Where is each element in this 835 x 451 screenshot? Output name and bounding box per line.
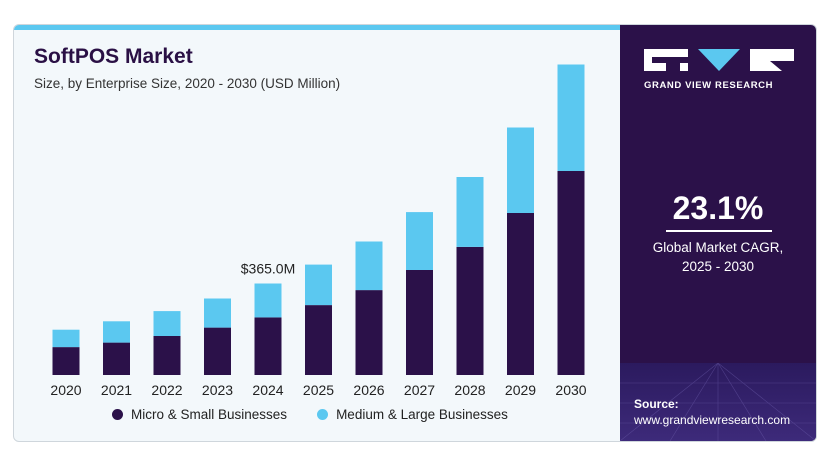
chart-card: 2020 2021 2022 2023 2024 2025 2026 2027 2028 2029… [13, 24, 817, 442]
x-tick-2030: 2030 [555, 382, 586, 398]
side-panel: GRAND VIEW RESEARCH 23.1% Global Market … [619, 25, 816, 441]
source-band [619, 362, 816, 441]
bar-medium-large-2023 [204, 298, 231, 328]
cagr-label-line2: 2025 - 2030 [681, 259, 755, 274]
x-tick-2026: 2026 [353, 382, 384, 398]
x-tick-labels: 2020 2021 2022 2023 2024 2025 2026 2027 2028 2029… [50, 382, 586, 398]
bar-medium-large-2027 [406, 212, 433, 270]
bar-medium-large-2029 [507, 127, 534, 213]
divider [666, 230, 772, 232]
bar-medium-large-2021 [103, 321, 130, 343]
bar-micro-small-2029 [507, 213, 534, 375]
bar-micro-small-2030 [557, 171, 585, 375]
x-tick-2022: 2022 [151, 382, 182, 398]
legend-swatch-micro-small [112, 409, 123, 420]
bar-medium-large-2024 [254, 283, 282, 318]
brand-name: GRAND VIEW RESEARCH [644, 80, 774, 91]
bar-micro-small-2021 [103, 342, 130, 375]
bar-medium-large-2030 [557, 64, 585, 171]
source-label: Source: [634, 397, 679, 411]
bar-chart: 2020 2021 2022 2023 2024 2025 2026 2027 2028 2029… [50, 64, 587, 398]
x-tick-2027: 2027 [404, 382, 435, 398]
legend-label-medium-large: Medium & Large Businesses [336, 407, 508, 422]
x-tick-2025: 2025 [303, 382, 334, 398]
bar-micro-small-2024 [254, 317, 282, 375]
accent-bar [14, 25, 620, 30]
cagr-label: Global Market CAGR, 2025 - 2030 [620, 238, 816, 276]
legend-item-micro-small: Micro & Small Businesses [112, 407, 287, 422]
legend-label-micro-small: Micro & Small Businesses [131, 407, 288, 422]
grid-pattern [619, 362, 816, 441]
bar-micro-small-2026 [355, 290, 383, 375]
x-tick-2029: 2029 [505, 382, 536, 398]
legend: Micro & Small Businesses Medium & Large … [112, 407, 508, 422]
x-tick-2024: 2024 [252, 382, 283, 398]
bar-micro-small-2028 [456, 246, 484, 375]
legend-item-medium-large: Medium & Large Businesses [317, 407, 508, 422]
bar-medium-large-2025 [305, 264, 332, 306]
bar-micro-small-2020 [52, 347, 80, 375]
bar-medium-large-2028 [456, 177, 484, 247]
x-tick-2028: 2028 [454, 382, 485, 398]
bar-group [52, 64, 585, 375]
legend-swatch-medium-large [317, 409, 329, 420]
x-tick-2021: 2021 [101, 382, 132, 398]
source-url[interactable]: www.grandviewresearch.com [634, 413, 791, 427]
bar-micro-small-2025 [305, 305, 332, 375]
bar-medium-large-2026 [355, 241, 383, 291]
bar-micro-small-2027 [406, 270, 433, 375]
bar-medium-large-2020 [52, 329, 80, 348]
grand-view-research-logo-icon [644, 49, 794, 71]
cagr-label-line1: Global Market CAGR, [652, 240, 784, 255]
bar-micro-small-2023 [204, 327, 231, 375]
chart-title: SoftPOS Market [34, 45, 193, 68]
value-annotation-2024: $365.0M [241, 261, 295, 277]
cagr-value: 23.1% [672, 190, 764, 226]
chart-subtitle: Size, by Enterprise Size, 2020 - 2030 (U… [34, 76, 341, 91]
x-tick-2020: 2020 [50, 382, 81, 398]
bar-medium-large-2022 [153, 311, 181, 336]
bar-micro-small-2022 [153, 336, 181, 375]
x-tick-2023: 2023 [202, 382, 233, 398]
